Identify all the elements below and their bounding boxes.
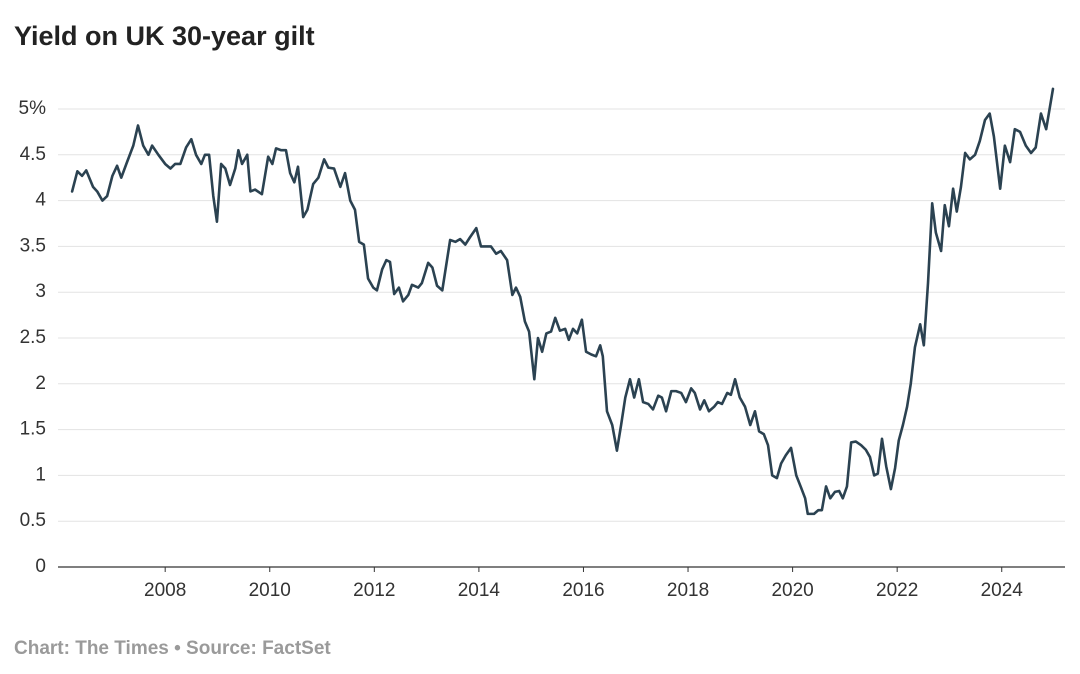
y-tick-label: 4.5 bbox=[20, 144, 46, 165]
x-tick-label: 2022 bbox=[876, 580, 918, 601]
x-tick-label: 2018 bbox=[667, 580, 709, 601]
x-tick-label: 2020 bbox=[771, 580, 813, 601]
y-tick-label: 3 bbox=[35, 281, 46, 302]
x-tick-label: 2008 bbox=[144, 580, 186, 601]
y-tick-label: 1.5 bbox=[20, 419, 46, 440]
chart-source: Chart: The Times • Source: FactSet bbox=[14, 638, 331, 659]
y-tick-label: 5% bbox=[19, 98, 47, 119]
y-tick-label: 1 bbox=[35, 464, 46, 485]
x-tick-label: 2010 bbox=[249, 580, 291, 601]
y-tick-label: 3.5 bbox=[20, 235, 46, 256]
x-tick-label: 2016 bbox=[562, 580, 604, 601]
chart-title: Yield on UK 30-year gilt bbox=[14, 21, 315, 51]
x-tick-label: 2012 bbox=[353, 580, 395, 601]
y-tick-label: 4 bbox=[35, 190, 46, 211]
data-line bbox=[70, 87, 1055, 516]
x-tick-label: 2024 bbox=[981, 580, 1024, 601]
y-tick-label: 0 bbox=[35, 556, 46, 577]
y-tick-label: 2 bbox=[35, 373, 46, 394]
x-tick-label: 2014 bbox=[458, 580, 501, 601]
y-tick-label: 2.5 bbox=[20, 327, 46, 348]
y-tick-label: 0.5 bbox=[20, 510, 46, 531]
